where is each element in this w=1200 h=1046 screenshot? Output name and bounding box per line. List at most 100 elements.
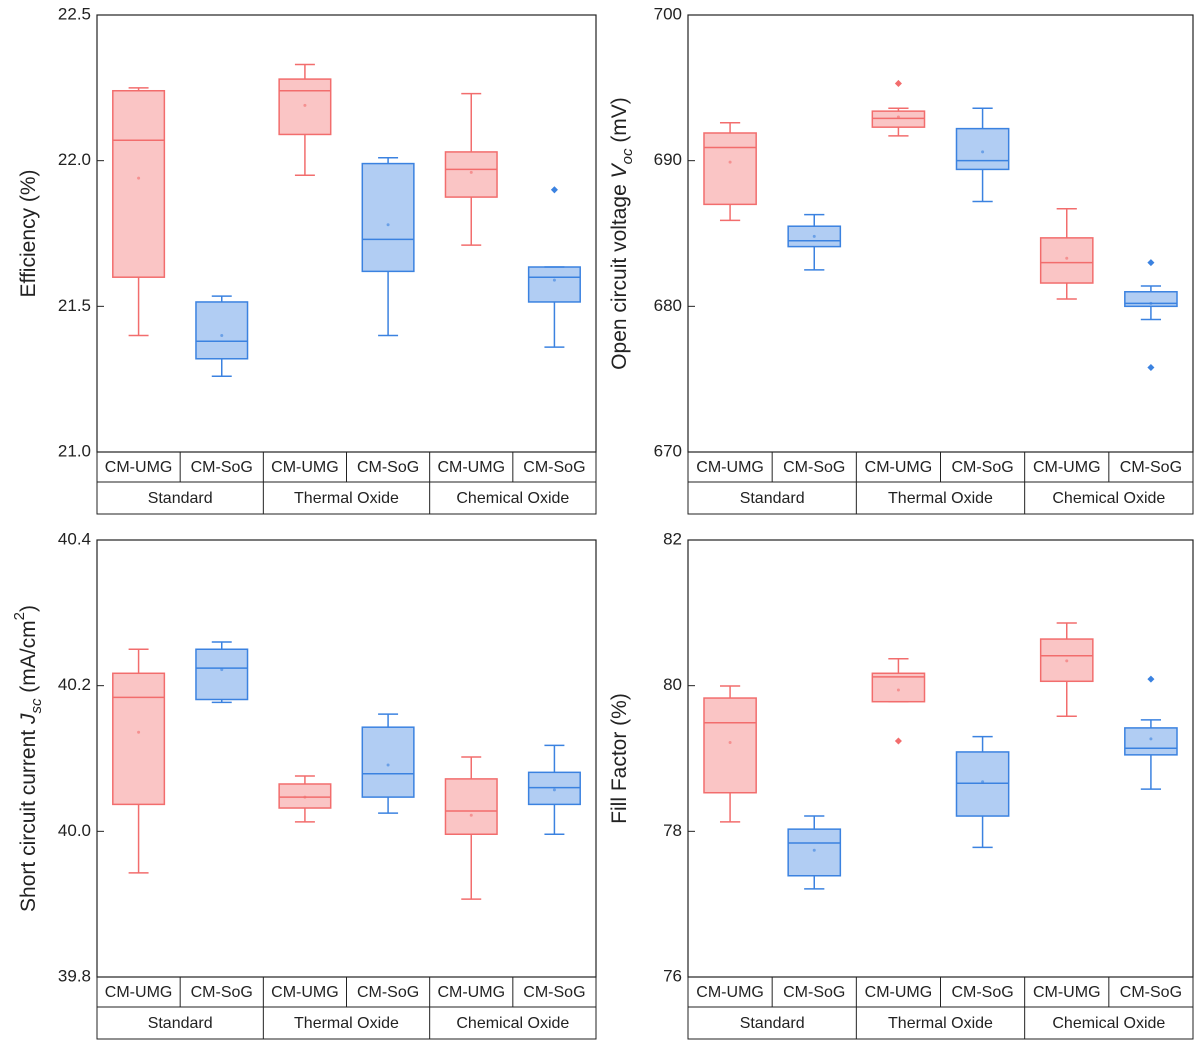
mean [552,788,556,792]
y-axis-label-part: Short circuit current [17,724,40,912]
y-tick-label: 21.5 [58,296,91,315]
x-tick-label: CM-UMG [696,984,764,1001]
x-tick-label: CM-UMG [865,984,933,1001]
group-label: Thermal Oxide [294,490,399,507]
y-axis-label: Open circuit voltage Voc (mV) [608,97,637,370]
box [703,697,757,794]
y-tick-label: 39.8 [58,966,91,985]
y-axis-label-part: sc [28,698,45,714]
y-axis-label: Efficiency (%) [17,170,40,298]
outlier [1147,675,1155,683]
mean [896,688,900,692]
x-tick-label: CM-UMG [105,459,173,476]
group-label: Chemical Oxide [456,1015,569,1032]
y-tick-label: 40.4 [58,529,91,548]
y-axis-label-part: V [608,162,631,178]
group-label: Standard [740,1015,805,1032]
box [361,726,415,798]
y-axis-label-part: oc [619,148,636,164]
mean [386,223,390,227]
y-tick-label: 680 [654,296,682,315]
y-axis-label-part: (mA/cm [17,620,40,698]
mean [137,730,141,734]
y-axis-label-part: ) [17,605,40,612]
box [955,127,1010,171]
mean [728,740,732,744]
plot-frame [687,539,1194,978]
plot-frame [96,539,597,978]
y-axis-label: Fill Factor (%) [608,693,631,824]
mean [386,763,390,767]
mean [303,795,307,799]
mean [552,278,556,282]
y-tick-label: 22.5 [58,4,91,23]
x-tick-label: CM-SoG [523,459,585,476]
outlier [894,79,902,87]
mean [137,176,141,180]
x-tick-label: CM-SoG [783,984,845,1001]
group-label: Chemical Oxide [1052,1015,1165,1032]
mean [812,234,816,238]
box [195,301,249,360]
x-tick-label: CM-UMG [437,459,505,476]
y-tick-label: 40.2 [58,675,91,694]
group-label: Standard [148,1015,213,1032]
y-axis-label-part: 2 [11,612,28,620]
x-tick-label: CM-SoG [523,984,585,1001]
box [527,266,581,303]
y-tick-label: 700 [654,4,682,23]
box [787,828,842,877]
plot-frame [96,14,597,453]
box [703,132,757,206]
mean [1065,659,1069,663]
panel: 670 680 690 700 Open circuit voltage Voc (mV… [608,4,1194,515]
x-tick-label: CM-SoG [1120,984,1182,1001]
mean [220,668,224,672]
group-label: Thermal Oxide [888,490,993,507]
x-tick-label: CM-UMG [1033,984,1101,1001]
outlier [1147,363,1155,372]
y-tick-label: 22.0 [58,150,91,169]
mean [1149,301,1153,305]
outlier [550,186,558,194]
y-tick-label: 78 [663,821,682,840]
y-axis-label-part: Efficiency (%) [17,170,40,298]
y-tick-label: 690 [654,150,682,169]
y-tick-label: 80 [663,675,682,694]
mean [1065,256,1069,260]
panel: 21.0 21.5 22.0 22.5 Efficiency (%) CM-UMG CM-S… [17,4,597,515]
y-tick-label: 82 [663,529,682,548]
x-tick-label: CM-SoG [1120,459,1182,476]
outlier [1147,259,1155,267]
group-label: Thermal Oxide [294,1015,399,1032]
x-tick-label: CM-UMG [437,984,505,1001]
mean [469,170,473,174]
x-tick-label: CM-SoG [191,459,253,476]
x-tick-label: CM-SoG [951,459,1013,476]
box [1039,237,1094,284]
mean [303,103,307,107]
box [112,672,166,806]
box [195,648,249,701]
box [444,151,498,198]
group-label: Chemical Oxide [456,490,569,507]
y-tick-label: 670 [654,441,682,460]
mean [469,813,473,817]
y-axis-label-part: (mV) [608,97,631,148]
y-axis-label: Short circuit current Jsc (mA/cm2) [11,605,45,912]
mean [220,333,224,337]
x-tick-label: CM-UMG [105,984,173,1001]
group-label: Standard [148,490,213,507]
group-label: Standard [740,490,805,507]
mean [981,150,985,154]
mean [981,780,985,784]
mean [1149,737,1153,741]
y-axis-label-part: J [17,713,40,725]
mean [812,848,816,852]
panel: 39.8 40.0 40.2 40.4 Short circuit current Js… [11,529,597,1040]
box [361,162,415,273]
box [871,672,926,703]
mean [728,160,732,164]
box [444,778,498,835]
